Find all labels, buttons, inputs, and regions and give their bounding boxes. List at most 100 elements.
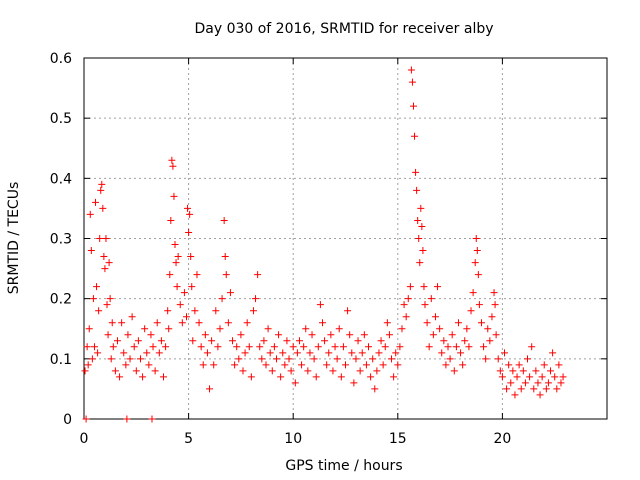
- data-point: [477, 319, 485, 327]
- data-point: [224, 319, 232, 327]
- data-point: [526, 373, 534, 381]
- data-point: [517, 385, 525, 393]
- data-point: [492, 331, 500, 339]
- data-point: [375, 349, 383, 357]
- data-point: [302, 325, 310, 333]
- data-point: [555, 361, 563, 369]
- data-point: [107, 355, 115, 363]
- y-tick-label: 0: [63, 412, 72, 428]
- data-point: [197, 343, 205, 351]
- data-point: [103, 301, 111, 309]
- data-point: [99, 204, 107, 212]
- data-point: [193, 271, 201, 279]
- data-points: [81, 66, 567, 423]
- data-point: [166, 271, 174, 279]
- y-axis-label: SRMTID / TECUs: [6, 182, 22, 295]
- data-point: [413, 186, 421, 194]
- data-point: [348, 349, 356, 357]
- data-point: [474, 271, 482, 279]
- data-point: [249, 307, 257, 315]
- data-point: [113, 337, 121, 345]
- data-point: [118, 319, 126, 327]
- data-point: [247, 373, 255, 381]
- data-point: [130, 343, 138, 351]
- data-point: [109, 343, 117, 351]
- data-point: [408, 78, 416, 86]
- data-point: [542, 385, 550, 393]
- data-point: [354, 337, 362, 345]
- data-point: [171, 241, 179, 249]
- data-point: [304, 367, 312, 375]
- data-point: [448, 331, 456, 339]
- data-point: [484, 325, 492, 333]
- data-point: [214, 343, 222, 351]
- data-point: [402, 313, 410, 321]
- data-point: [457, 349, 465, 357]
- data-point: [191, 307, 199, 315]
- data-point: [505, 361, 513, 369]
- data-point: [490, 289, 498, 297]
- data-point: [419, 247, 427, 255]
- data-point: [498, 373, 506, 381]
- data-point: [333, 355, 341, 363]
- data-point: [524, 355, 532, 363]
- data-point: [258, 355, 266, 363]
- data-point: [82, 415, 90, 423]
- data-point: [346, 331, 354, 339]
- data-point: [180, 289, 188, 297]
- data-point: [235, 355, 243, 363]
- data-point: [174, 253, 182, 261]
- data-point: [465, 343, 473, 351]
- data-point: [471, 259, 479, 267]
- data-point: [385, 331, 393, 339]
- data-point: [500, 349, 508, 357]
- data-point: [132, 367, 140, 375]
- data-point: [551, 373, 559, 381]
- data-point: [404, 295, 412, 303]
- data-point: [342, 361, 349, 369]
- data-point: [185, 228, 193, 236]
- data-point: [122, 361, 130, 369]
- data-point: [412, 168, 420, 176]
- data-point: [467, 307, 475, 315]
- data-point: [126, 355, 134, 363]
- data-point: [496, 367, 504, 375]
- data-point: [233, 343, 241, 351]
- data-point: [528, 343, 536, 351]
- data-point: [285, 355, 293, 363]
- data-point: [279, 349, 287, 357]
- data-point: [89, 295, 97, 303]
- data-point: [331, 343, 339, 351]
- data-point: [438, 349, 446, 357]
- data-point: [275, 331, 283, 339]
- data-point: [461, 337, 469, 345]
- data-point: [98, 180, 106, 188]
- data-point: [254, 271, 262, 279]
- data-point: [450, 367, 458, 375]
- data-point: [423, 319, 431, 327]
- data-point: [367, 373, 375, 381]
- data-point: [298, 361, 306, 369]
- data-point: [172, 259, 180, 267]
- grid-lines: [84, 58, 607, 419]
- data-point: [295, 337, 303, 345]
- data-point: [105, 259, 113, 267]
- data-point: [116, 373, 124, 381]
- data-point: [327, 331, 335, 339]
- data-point: [83, 343, 91, 351]
- data-point: [325, 349, 333, 357]
- data-point: [155, 349, 163, 357]
- data-point: [358, 349, 366, 357]
- data-point: [463, 325, 471, 333]
- data-point: [124, 331, 132, 339]
- data-point: [414, 216, 422, 224]
- data-point: [392, 349, 400, 357]
- data-point: [482, 355, 490, 363]
- data-point: [145, 361, 153, 369]
- data-point: [86, 210, 94, 218]
- data-point: [373, 367, 381, 375]
- data-point: [452, 343, 460, 351]
- y-tick-label: 0.4: [50, 171, 72, 187]
- data-point: [494, 355, 502, 363]
- data-point: [148, 415, 156, 423]
